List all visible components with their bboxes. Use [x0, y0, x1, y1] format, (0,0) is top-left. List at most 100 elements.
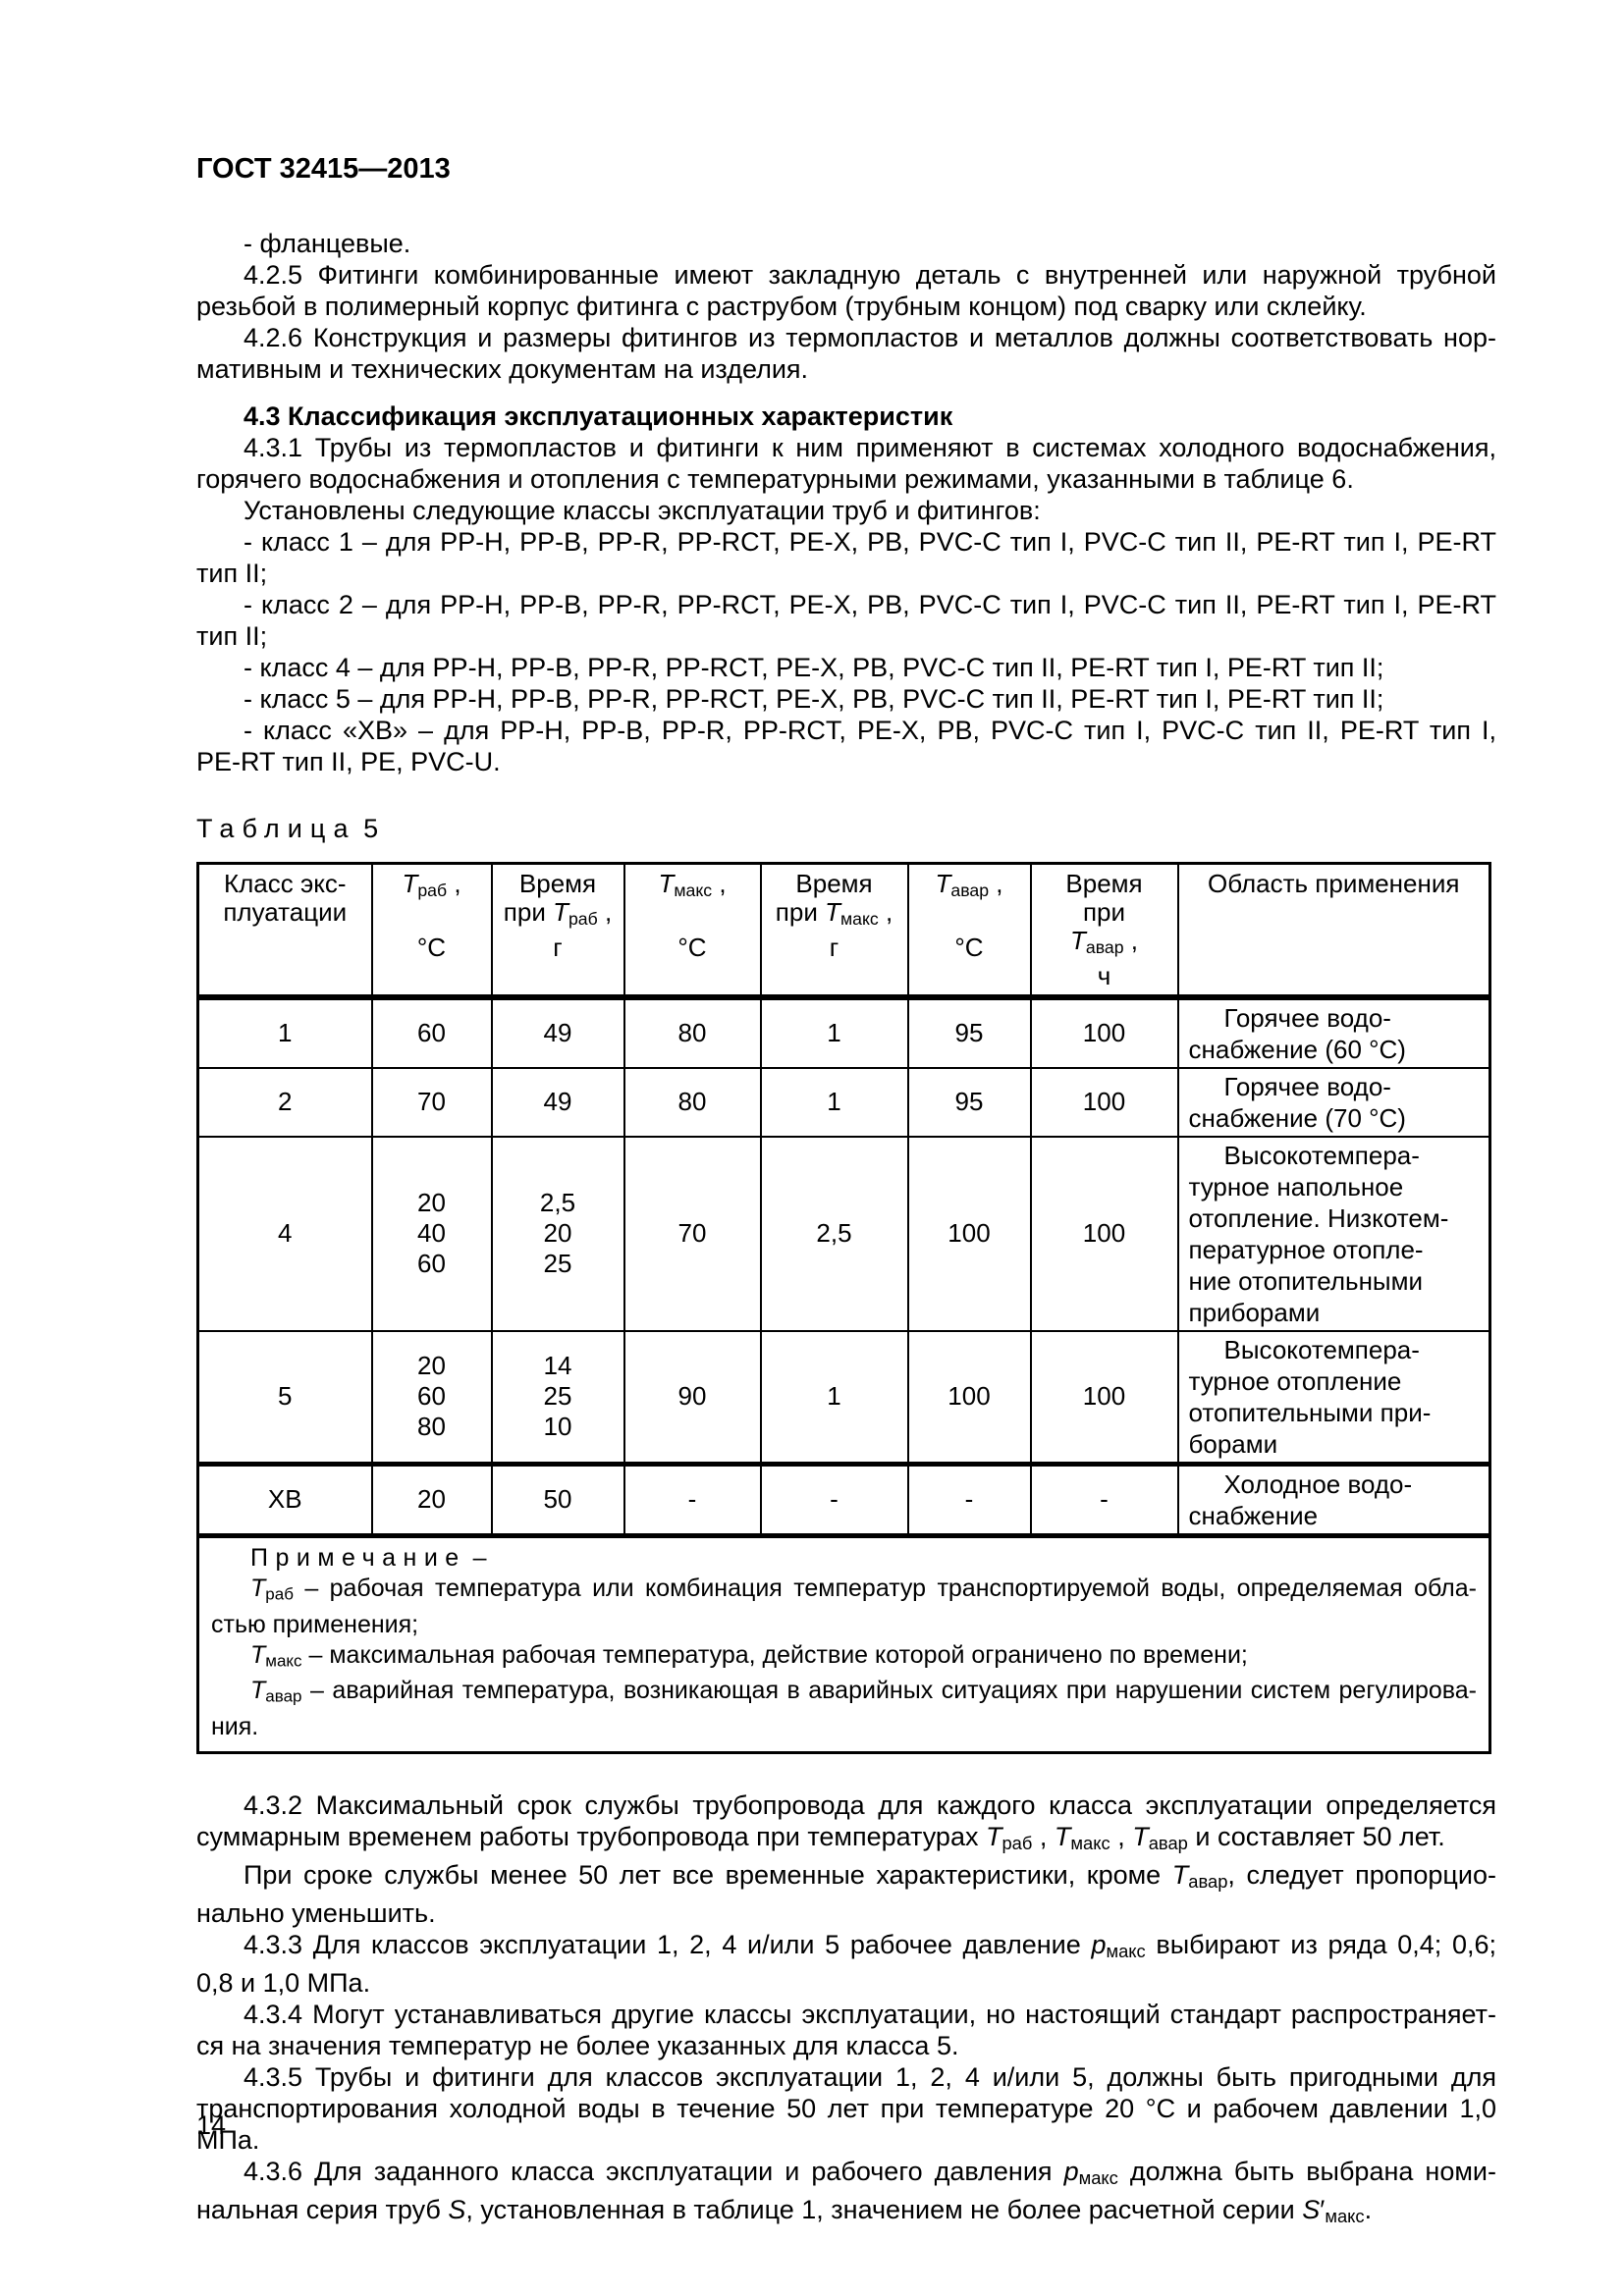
text-line: 80 [677, 1018, 707, 1048]
table-cell: 80 [623, 1066, 762, 1138]
text-line: Примечание – [250, 1543, 487, 1572]
table-cell: 60 [370, 995, 493, 1069]
text-line: Tавар – аварийная температура, возникающ… [250, 1677, 1477, 1707]
table-caption: Таблица 5 [196, 813, 1496, 844]
text-line: 1 [827, 1018, 841, 1048]
text-line: снабжение (70 °С) [1188, 1102, 1406, 1133]
table-cell: 70 [623, 1135, 762, 1332]
text-line: °С [416, 932, 447, 962]
table-cell: Горячее водо-снабжение (60 °С) [1176, 995, 1491, 1069]
text-line: г [553, 932, 563, 962]
paragraph: - класс «ХВ» – для PP-H, PP-B, PP-R, PP-… [196, 715, 1496, 777]
text-line: 90 [677, 1381, 707, 1412]
table-header-cell: Tавар , °С [906, 862, 1032, 1000]
text-line: снабжение (60 °С) [1188, 1034, 1406, 1064]
page-number: 14 [196, 2110, 227, 2140]
table-cell: 20 60 80 [370, 1329, 493, 1466]
text-line: ся на значения температур не более указа… [196, 2031, 959, 2061]
text-line [629, 905, 756, 934]
table-header-cell: Время при Tавар ,ч [1029, 862, 1179, 1000]
table-header-cell: Класс экс-плуатации [196, 862, 373, 1000]
text-line: при Tмакс , [775, 897, 893, 929]
table-cell: 95 [906, 995, 1032, 1069]
table-cell: 14 25 10 [490, 1329, 625, 1466]
text-line: транспортирования холодной воды в течени… [196, 2094, 1496, 2124]
text-line: Таблица 5 [196, 814, 379, 843]
paragraph: 4.2.5 Фитинги комбинированные имеют закл… [196, 259, 1496, 322]
text-line: 4.3.1 Трубы из термопластов и фитинги к … [244, 433, 1496, 462]
table-cell: 1 [759, 1329, 909, 1466]
text-line: Tавар , [935, 869, 1003, 900]
text-line: 100 [1082, 1218, 1126, 1249]
text-line: суммарным временем работы трубопровода п… [196, 1822, 1445, 1854]
text-line: При сроке службы менее 50 лет все времен… [244, 1860, 1496, 1893]
table-header-cell: Время при Tраб ,г [490, 862, 625, 1000]
text-line [377, 905, 487, 934]
table-cell: 2 [196, 1066, 373, 1138]
text-line: 100 [1082, 1018, 1126, 1048]
paragraph: - класс 2 – для PP-H, PP-B, PP-R, PP-RCT… [196, 589, 1496, 652]
text-line: Tраб – рабочая температура или комбинаци… [250, 1574, 1477, 1604]
text-line: 2 [278, 1087, 293, 1117]
text-line: Tмакс – максимальная рабочая температура… [250, 1640, 1248, 1671]
text-line: 10 [543, 1412, 572, 1442]
paragraph: - класс 5 – для PP-H, PP-B, PP-R, PP-RCT… [196, 683, 1496, 715]
table-header-cell: Время при Tмакс ,г [759, 862, 909, 1000]
text-line: стью применения; [211, 1610, 419, 1638]
text-line: отопительными при- [1188, 1397, 1432, 1427]
text-line: - класс 2 – для PP-H, PP-B, PP-R, PP-RCT… [244, 590, 1496, 619]
text-line: при Tраб , [503, 897, 613, 929]
text-line: 4.2.5 Фитинги комбинированные имеют закл… [244, 260, 1496, 290]
text-line: Tраб , [402, 869, 461, 900]
text-line: турное отопление [1188, 1365, 1402, 1396]
table-cell: 2,5 20 25 [490, 1135, 625, 1332]
text-line: Время [795, 869, 873, 898]
table-cell: - [623, 1461, 762, 1537]
text-line: снабжение [1188, 1500, 1319, 1530]
paragraph: - фланцевые. [196, 228, 1496, 259]
paragraph: Таблица 5 [196, 813, 1496, 844]
table-cell: 80 [623, 995, 762, 1069]
table-cell: Горячее водо-снабжение (70 °С) [1176, 1066, 1491, 1138]
table-cell: 1 [196, 995, 373, 1069]
text-line: 100 [947, 1218, 991, 1249]
text-line: 1 [827, 1381, 841, 1412]
text-line: 20 [417, 1351, 446, 1381]
paragraph: 4.3.5 Трубы и фитинги для классов эксплу… [196, 2061, 1496, 2156]
text-line: г [829, 932, 839, 962]
text-line: ние отопительными [1188, 1265, 1424, 1296]
text-line: Время [518, 869, 597, 898]
paragraph: 4.3.2 Максимальный срок службы трубопров… [196, 1789, 1496, 1859]
text-line: - класс 4 – для PP-H, PP-B, PP-R, PP-RCT… [244, 653, 1384, 682]
text-line: 40 [417, 1218, 446, 1249]
text-line: Время [1065, 869, 1143, 898]
table-cell: 2,5 [759, 1135, 909, 1332]
text-line: 50 [543, 1484, 572, 1515]
table-header-cell: Область применения [1176, 862, 1491, 1000]
text-line: 0,8 и 1,0 МПа. [196, 1968, 371, 1999]
text-line: 80 [677, 1087, 707, 1117]
text-line: Класс экс- [223, 869, 347, 898]
text-line: 80 [417, 1412, 446, 1442]
text-line: резьбой в полимерный корпус фитинга с ра… [196, 292, 1367, 321]
text-line: 60 [417, 1249, 446, 1279]
table-cell: ХВ [196, 1461, 373, 1537]
text-line: плуатации [223, 897, 348, 927]
table-cell: 100 [1029, 995, 1179, 1069]
text-line: ХВ [267, 1484, 302, 1515]
paragraph: 4.3.4 Могут устанавливаться другие класс… [196, 1999, 1496, 2061]
table-header-row: Класс экс-плуатации Tраб , °С Время при Tраб… [196, 862, 1491, 1000]
table-cell: 100 [906, 1135, 1032, 1332]
table-cell: 90 [623, 1329, 762, 1466]
table-row: ХВ 20 50 - - - - Холодное водо-снабжение [196, 1461, 1491, 1537]
text-line: 1 [827, 1087, 841, 1117]
table-cell: 100 [1029, 1066, 1179, 1138]
text-line: 20 [417, 1188, 446, 1218]
table-cell: 50 [490, 1461, 625, 1537]
text-line: 4.2.6 Конструкция и размеры фитингов из … [244, 323, 1496, 352]
document-number: ГОСТ 32415—2013 [196, 153, 451, 185]
text-line: 20 [417, 1484, 446, 1515]
table-note-row: Примечание – Tраб – рабочая температура и… [196, 1532, 1491, 1754]
text-line: тип II; [196, 621, 268, 651]
text-line: 25 [543, 1249, 572, 1279]
